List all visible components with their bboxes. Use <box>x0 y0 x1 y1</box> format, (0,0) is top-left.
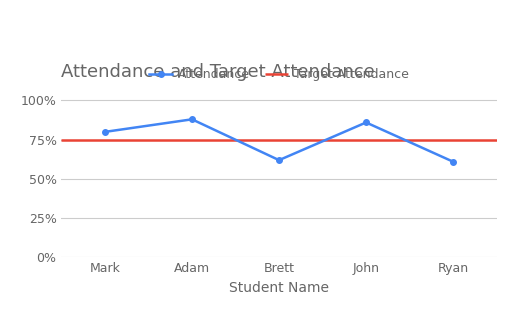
Legend: Attendance, Target Attendance: Attendance, Target Attendance <box>147 65 411 83</box>
Attendance <box>450 160 456 164</box>
Line: Attendance: Attendance <box>102 116 456 165</box>
Attendance <box>363 121 369 124</box>
X-axis label: Student Name: Student Name <box>229 281 329 295</box>
Text: Attendance and Target Attendance: Attendance and Target Attendance <box>61 63 375 81</box>
Attendance <box>189 117 195 121</box>
Attendance <box>102 130 108 134</box>
Attendance <box>276 158 282 162</box>
